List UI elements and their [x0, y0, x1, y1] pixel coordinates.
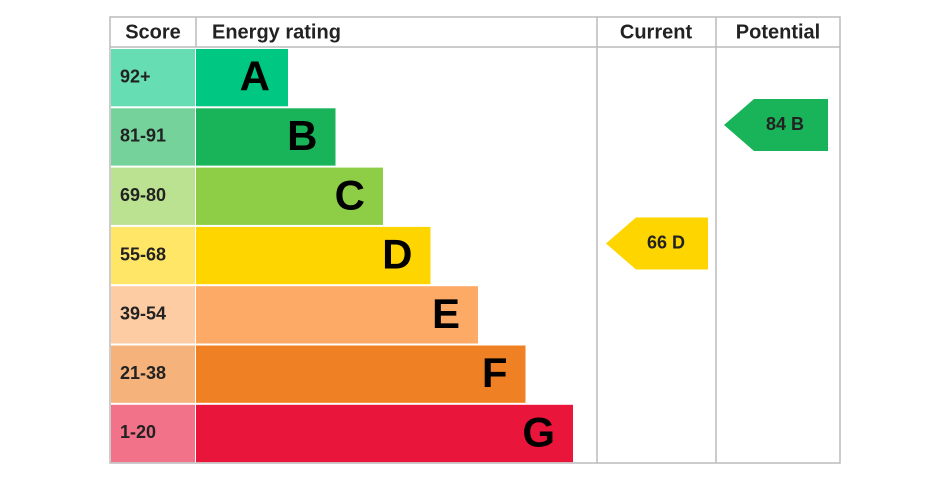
rating-letter: A: [240, 53, 270, 100]
rating-bar: [196, 167, 383, 225]
rating-score: 84: [766, 114, 786, 134]
score-cell: [111, 108, 195, 166]
rating-score: 66: [647, 232, 667, 252]
score-range: 69-80: [120, 185, 166, 205]
frame: [109, 16, 841, 464]
score-cell: [111, 404, 195, 463]
rating-bar: [196, 404, 573, 463]
score-cell: [111, 286, 195, 344]
rating-arrow: [724, 98, 828, 151]
score-range: 21-38: [120, 363, 166, 383]
rating-bar: [196, 226, 431, 285]
rating-letter: C: [335, 171, 365, 218]
score-range: 81-91: [120, 126, 166, 146]
score-range: 55-68: [120, 244, 166, 264]
rating-letter: D: [382, 231, 412, 278]
rating-label: 84 B: [766, 114, 804, 134]
score-cell: [111, 226, 195, 285]
score-range: 1-20: [120, 422, 156, 442]
score-range: 92+: [120, 66, 151, 86]
rating-letter: E: [432, 290, 460, 337]
header-score: Score: [125, 21, 181, 43]
rating-letter: B: [287, 112, 317, 159]
rating-letter: G: [522, 409, 555, 456]
rating-label: 66 D: [647, 232, 685, 252]
rating-bar: [196, 286, 478, 344]
rating-bar: [196, 108, 336, 166]
header-potential: Potential: [736, 21, 820, 43]
header-rating: Energy rating: [212, 21, 341, 43]
rating-letter: F: [482, 349, 508, 396]
score-cell: [111, 167, 195, 225]
score-cell: [111, 49, 195, 107]
score-range: 39-54: [120, 304, 166, 324]
rating-bar: [196, 49, 288, 107]
header-current: Current: [620, 21, 693, 43]
rating-letter: B: [791, 114, 804, 134]
rating-arrow: [606, 217, 708, 270]
score-cell: [111, 345, 195, 403]
rating-letter: D: [672, 232, 685, 252]
rating-bar: [196, 345, 526, 403]
